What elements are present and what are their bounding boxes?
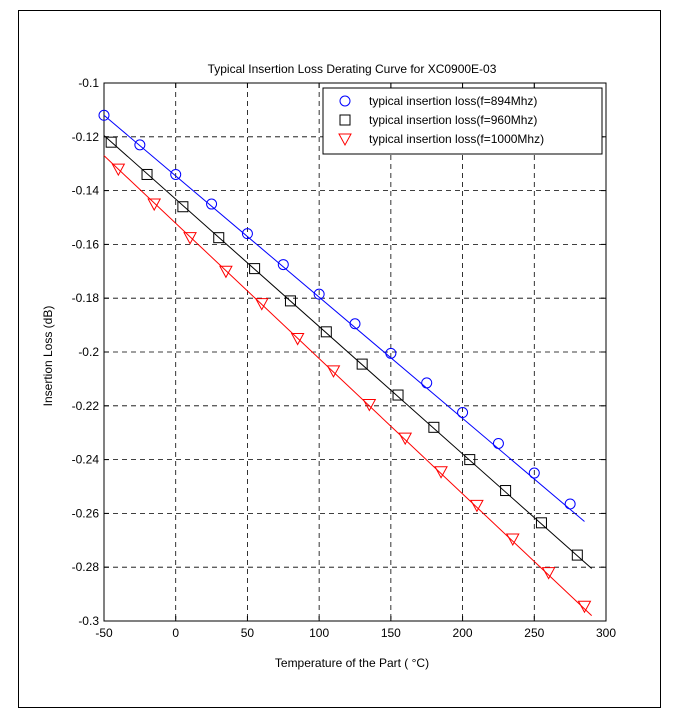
data-point — [206, 198, 218, 210]
series-3 — [103, 155, 593, 616]
series-line — [103, 135, 592, 569]
y-axis-label: Insertion Loss (dB) — [41, 306, 55, 407]
y-tick-label: -0.28 — [72, 560, 100, 574]
data-point — [428, 421, 440, 433]
x-tick-label: 200 — [453, 626, 473, 640]
data-point — [105, 136, 117, 148]
data-point — [535, 517, 547, 529]
y-tick-label: -0.1 — [78, 76, 99, 90]
data-point — [111, 163, 126, 177]
legend-marker — [339, 114, 351, 126]
data-point — [320, 326, 332, 338]
x-tick-label: 300 — [596, 626, 616, 640]
y-tick-label: -0.12 — [72, 130, 100, 144]
data-point — [362, 398, 377, 412]
data-point — [98, 109, 110, 121]
data-point — [392, 389, 404, 401]
x-tick-label: 150 — [381, 626, 401, 640]
data-point — [398, 432, 413, 446]
y-tick-label: -0.16 — [72, 237, 100, 251]
legend-marker — [338, 133, 352, 147]
data-point — [434, 466, 448, 479]
y-tick-label: -0.22 — [72, 399, 100, 413]
data-point — [147, 198, 162, 212]
data-point — [470, 499, 484, 513]
data-point — [541, 567, 556, 580]
data-point — [421, 377, 433, 389]
data-point — [457, 407, 469, 419]
data-point — [577, 600, 592, 614]
series-2 — [103, 135, 592, 569]
x-tick-label: 50 — [241, 626, 255, 640]
legend-box — [322, 87, 603, 155]
x-tick-label: -50 — [95, 626, 113, 640]
data-point — [249, 263, 261, 275]
data-point — [313, 288, 325, 300]
data-point — [492, 437, 504, 449]
x-tick-label: 0 — [172, 626, 179, 640]
data-point — [219, 265, 233, 279]
data-point — [141, 168, 153, 180]
y-tick-label: -0.24 — [72, 453, 100, 467]
y-tick-label: -0.14 — [72, 184, 100, 198]
legend-marker — [339, 95, 351, 107]
data-point — [213, 232, 225, 244]
x-tick-label: 100 — [309, 626, 329, 640]
data-point — [349, 318, 361, 330]
series-1 — [98, 109, 585, 522]
y-tick-label: -0.26 — [72, 506, 100, 520]
chart-title: Typical Insertion Loss Derating Curve fo… — [208, 62, 497, 76]
data-point — [326, 365, 341, 378]
data-point — [290, 333, 305, 346]
data-point — [183, 232, 197, 245]
legend-label: typical insertion loss(f=894Mhz) — [369, 94, 537, 108]
data-point — [571, 549, 583, 561]
legend: typical insertion loss(f=894Mhz) typical … — [322, 87, 603, 155]
data-point — [528, 467, 540, 479]
legend-label: typical insertion loss(f=960Mhz) — [369, 113, 537, 127]
data-point — [356, 358, 368, 370]
data-point — [564, 498, 576, 510]
y-tick-label: -0.2 — [78, 345, 99, 359]
axes-box — [103, 82, 607, 622]
x-axis-label: Temperature of the Part ( °C) — [275, 656, 429, 670]
y-tick-label: -0.18 — [72, 291, 100, 305]
data-point — [505, 533, 520, 546]
y-tick-label: -0.3 — [78, 614, 99, 628]
data-point — [134, 139, 146, 151]
legend-label: typical insertion loss(f=1000Mhz) — [369, 132, 544, 146]
data-point — [500, 485, 512, 497]
data-point — [284, 295, 296, 307]
data-point — [177, 201, 189, 213]
data-point — [170, 168, 182, 180]
data-point — [385, 347, 397, 359]
data-point — [277, 259, 289, 271]
data-point — [241, 228, 253, 240]
data-point — [254, 298, 269, 311]
series-line — [103, 114, 585, 522]
x-tick-label: 250 — [524, 626, 544, 640]
data-point — [464, 454, 476, 466]
